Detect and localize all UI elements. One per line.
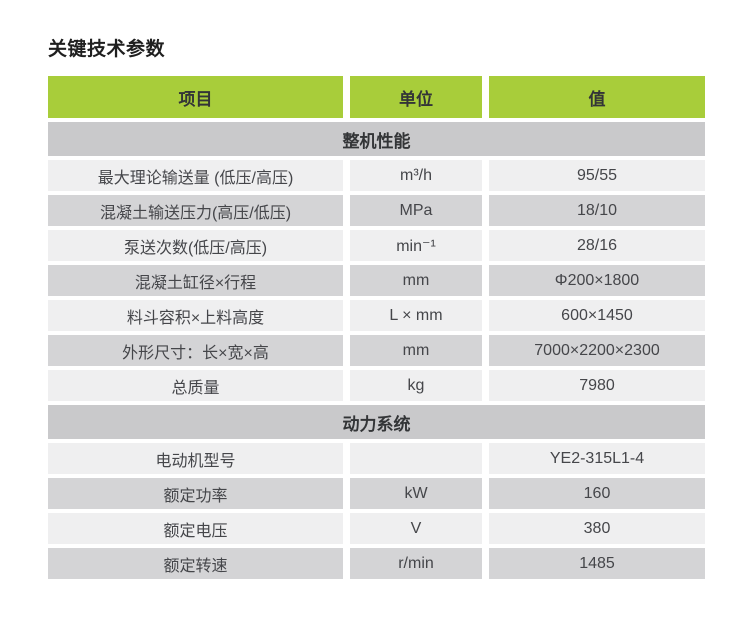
table-header-row: 项目 单位 值 — [48, 76, 705, 118]
value-cell: 7000×2200×2300 — [489, 335, 705, 366]
item-cell: 总质量 — [48, 370, 343, 401]
spec-table-body: 整机性能最大理论输送量 (低压/高压) m³/h 95/55 混凝土输送压力(高压/低… — [48, 122, 705, 579]
unit-cell: mm — [350, 335, 482, 366]
unit-cell: r/min — [350, 548, 482, 579]
table-row: 混凝土输送压力(高压/低压) MPa 18/10 — [48, 195, 705, 226]
table-row: 混凝土缸径×行程 mm Φ200×1800 — [48, 265, 705, 296]
page-title: 关键技术参数 — [48, 39, 166, 60]
column-header-value: 值 — [489, 76, 705, 118]
table-row: 额定电压 V 380 — [48, 513, 705, 544]
unit-cell: L × mm — [350, 300, 482, 331]
value-cell: 160 — [489, 478, 705, 509]
unit-cell: kg — [350, 370, 482, 401]
value-cell: 380 — [489, 513, 705, 544]
item-cell: 额定转速 — [48, 548, 343, 579]
table-row: 最大理论输送量 (低压/高压) m³/h 95/55 — [48, 160, 705, 191]
table-row: 额定功率 kW 160 — [48, 478, 705, 509]
item-cell: 额定电压 — [48, 513, 343, 544]
value-cell: 7980 — [489, 370, 705, 401]
table-row: 电动机型号 YE2-315L1-4 — [48, 443, 705, 474]
spec-table: 项目 单位 值 整机性能最大理论输送量 (低压/高压) m³/h 95/55 混凝土输… — [48, 76, 705, 579]
item-cell: 混凝土输送压力(高压/低压) — [48, 195, 343, 226]
item-cell: 外形尺寸：长×宽×高 — [48, 335, 343, 366]
value-cell: 600×1450 — [489, 300, 705, 331]
unit-cell: min⁻¹ — [350, 230, 482, 261]
unit-cell: mm — [350, 265, 482, 296]
unit-cell: MPa — [350, 195, 482, 226]
value-cell: 1485 — [489, 548, 705, 579]
item-cell: 料斗容积×上料高度 — [48, 300, 343, 331]
column-header-unit: 单位 — [350, 76, 482, 118]
value-cell: YE2-315L1-4 — [489, 443, 705, 474]
value-cell: Φ200×1800 — [489, 265, 705, 296]
value-cell: 18/10 — [489, 195, 705, 226]
unit-cell: m³/h — [350, 160, 482, 191]
table-row: 泵送次数(低压/高压) min⁻¹ 28/16 — [48, 230, 705, 261]
column-header-item: 项目 — [48, 76, 343, 118]
item-cell: 电动机型号 — [48, 443, 343, 474]
table-row: 料斗容积×上料高度 L × mm 600×1450 — [48, 300, 705, 331]
unit-cell — [350, 443, 482, 474]
value-cell: 95/55 — [489, 160, 705, 191]
section-header: 动力系统 — [48, 405, 705, 439]
value-cell: 28/16 — [489, 230, 705, 261]
unit-cell: kW — [350, 478, 482, 509]
item-cell: 最大理论输送量 (低压/高压) — [48, 160, 343, 191]
table-row: 外形尺寸：长×宽×高 mm 7000×2200×2300 — [48, 335, 705, 366]
item-cell: 泵送次数(低压/高压) — [48, 230, 343, 261]
item-cell: 额定功率 — [48, 478, 343, 509]
table-row: 额定转速 r/min 1485 — [48, 548, 705, 579]
table-row: 总质量 kg 7980 — [48, 370, 705, 401]
section-header: 整机性能 — [48, 122, 705, 156]
unit-cell: V — [350, 513, 482, 544]
item-cell: 混凝土缸径×行程 — [48, 265, 343, 296]
